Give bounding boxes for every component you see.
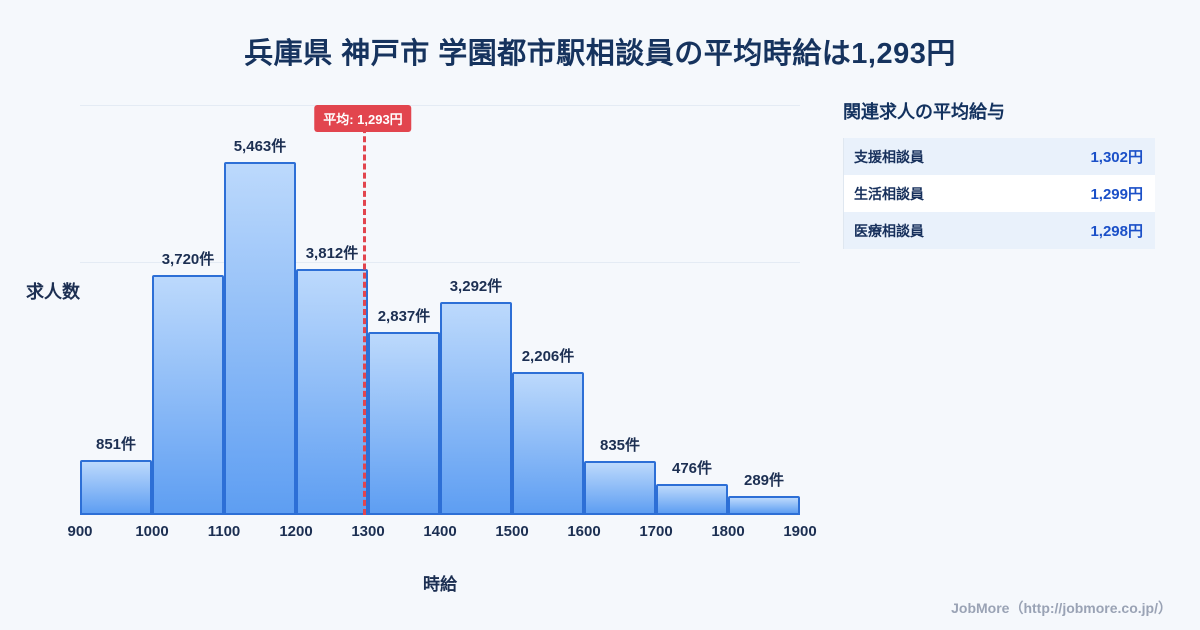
histogram-bar <box>656 484 728 515</box>
gridline <box>80 262 800 263</box>
bar-value-label: 3,720件 <box>161 251 215 268</box>
job-wage-value: 1,302円 <box>1090 149 1143 166</box>
histogram-bar <box>296 269 368 515</box>
x-tick-label: 1100 <box>207 523 241 540</box>
histogram-bar <box>224 162 296 515</box>
bar-value-label: 3,812件 <box>305 245 359 262</box>
x-tick-label: 900 <box>67 523 93 540</box>
x-tick-label: 1300 <box>351 523 385 540</box>
bar-value-label: 5,463件 <box>233 138 287 155</box>
x-axis-ticks: 900 1000 1100 1200 1300 1400 1500 1600 1700 1800 1… <box>67 523 816 543</box>
related-jobs-title: 関連求人の平均給与 <box>843 102 1005 122</box>
job-type-label: 生活相談員 <box>854 185 924 202</box>
bar-value-label: 851件 <box>95 436 137 453</box>
y-axis-label: 求人数 <box>26 282 80 302</box>
gridline <box>80 105 800 106</box>
histogram-bar <box>368 332 440 515</box>
histogram-bar <box>584 461 656 515</box>
bar-value-label: 289件 <box>743 472 785 489</box>
bar-value-label: 835件 <box>599 437 641 454</box>
related-jobs-table: 支援相談員 1,302円生活相談員 1,299円医療相談員 1,298円 <box>843 138 1155 249</box>
table-row: 医療相談員 1,298円 <box>844 212 1155 249</box>
x-tick-label: 1700 <box>639 523 673 540</box>
x-tick-label: 1500 <box>495 523 529 540</box>
x-tick-label: 1200 <box>279 523 313 540</box>
bar-value-label: 476件 <box>671 460 713 477</box>
x-tick-label: 1600 <box>567 523 601 540</box>
bar-value-label: 2,206件 <box>521 348 575 365</box>
bar-value-label: 3,292件 <box>449 278 503 295</box>
x-tick-label: 1400 <box>423 523 457 540</box>
footer-credit: JobMore（http://jobmore.co.jp/） <box>951 600 1172 616</box>
histogram-chart: 851件 3,720件 5,463件 3,812件 2,837件 3,292件 2,206件… <box>80 105 800 515</box>
histogram-bar <box>80 460 152 515</box>
table-row: 生活相談員 1,299円 <box>844 175 1155 212</box>
bar-value-label: 2,837件 <box>377 308 431 325</box>
x-tick-label: 1800 <box>711 523 745 540</box>
page-title: 兵庫県 神戸市 学園都市駅相談員の平均時給は1,293円 <box>244 38 956 70</box>
job-wage-value: 1,298円 <box>1090 223 1143 240</box>
job-type-label: 医療相談員 <box>854 222 924 239</box>
job-wage-value: 1,299円 <box>1090 186 1143 203</box>
histogram-bar <box>512 372 584 515</box>
histogram-bar <box>728 496 800 515</box>
average-line <box>362 109 366 515</box>
histogram-bar <box>440 302 512 515</box>
average-badge: 平均: 1,293円 <box>314 105 412 132</box>
x-tick-label: 1900 <box>783 523 817 540</box>
table-row: 支援相談員 1,302円 <box>844 138 1155 175</box>
x-tick-label: 1000 <box>135 523 169 540</box>
x-axis-label: 時給 <box>423 575 457 594</box>
job-type-label: 支援相談員 <box>854 148 924 165</box>
histogram-bar <box>152 275 224 515</box>
